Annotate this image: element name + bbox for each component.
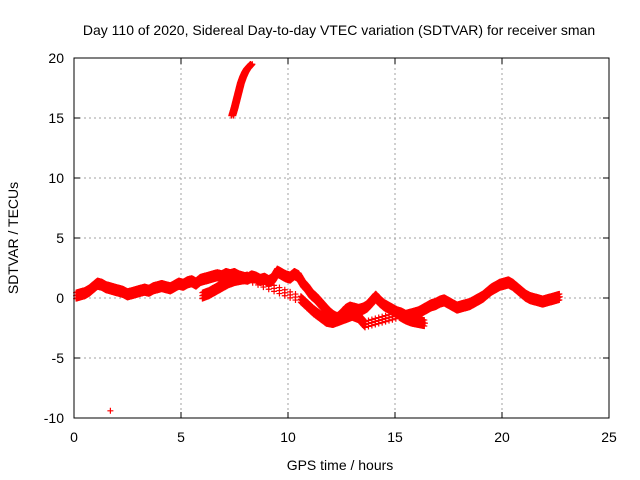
chart-title: Day 110 of 2020, Sidereal Day-to-day VTE…: [83, 22, 595, 38]
data-point: [255, 275, 262, 282]
data-point: [368, 316, 375, 323]
data-point: [281, 292, 288, 299]
series-lower-branch: [199, 271, 428, 331]
data-point: [389, 310, 396, 317]
x-tick-label: 20: [494, 429, 510, 445]
x-tick-label: 15: [387, 429, 403, 445]
data-point: [379, 319, 386, 326]
data-point: [375, 314, 382, 321]
data-point: [281, 286, 288, 293]
y-tick-label: -10: [44, 410, 64, 426]
x-axis-label: GPS time / hours: [287, 457, 394, 473]
data-point: [265, 280, 272, 287]
x-tick-label: 25: [601, 429, 617, 445]
data-point: [107, 407, 114, 414]
data-point: [292, 297, 299, 304]
y-tick-label: 15: [48, 110, 64, 126]
data-point: [249, 279, 256, 286]
data-point: [276, 284, 283, 291]
data-point: [379, 313, 386, 320]
data-point: [276, 290, 283, 297]
y-tick-label: 0: [56, 290, 64, 306]
data-point: [244, 271, 251, 278]
data-point: [362, 318, 369, 325]
axis-ticks: 0 5 10 15 20 25 -10 -5 0 5 10 15 20: [44, 50, 617, 445]
x-tick-label: 0: [70, 429, 78, 445]
data-point: [271, 288, 278, 295]
data-point: [247, 61, 254, 67]
data-point: [265, 286, 272, 293]
data-point: [421, 320, 428, 327]
data-point: [372, 321, 379, 328]
y-tick-label: -5: [52, 350, 65, 366]
data-point: [292, 291, 299, 298]
data-point: [260, 284, 267, 291]
data-point: [421, 323, 428, 330]
data-point: [386, 311, 393, 318]
data-point: [365, 317, 372, 324]
y-tick-label: 10: [48, 170, 64, 186]
data-point: [287, 288, 294, 295]
data-point: [362, 324, 369, 331]
data-point: [556, 293, 563, 300]
series-upper-segment: [228, 61, 256, 119]
grid-lines: [74, 58, 609, 418]
data-point: [249, 273, 256, 280]
y-tick-label: 20: [48, 50, 64, 66]
data-point: [386, 317, 393, 324]
series-outlier: [107, 407, 114, 414]
plot-frame: [73, 57, 610, 419]
x-tick-label: 10: [280, 429, 296, 445]
y-axis-label: SDTVAR / TECUs: [5, 182, 21, 294]
y-tick-label: 5: [56, 230, 64, 246]
data-point: [368, 322, 375, 329]
data-point: [375, 320, 382, 327]
data-point: [382, 318, 389, 325]
series-main-band: [73, 265, 563, 325]
data-point: [421, 317, 428, 324]
data-points: [73, 61, 563, 414]
data-point: [255, 281, 262, 288]
data-point: [372, 315, 379, 322]
data-point: [244, 277, 251, 284]
data-point: [365, 323, 372, 330]
data-point: [389, 316, 396, 323]
x-tick-label: 5: [177, 429, 185, 445]
data-point: [271, 282, 278, 289]
data-point: [260, 278, 267, 285]
data-point: [287, 294, 294, 301]
data-point: [382, 312, 389, 319]
